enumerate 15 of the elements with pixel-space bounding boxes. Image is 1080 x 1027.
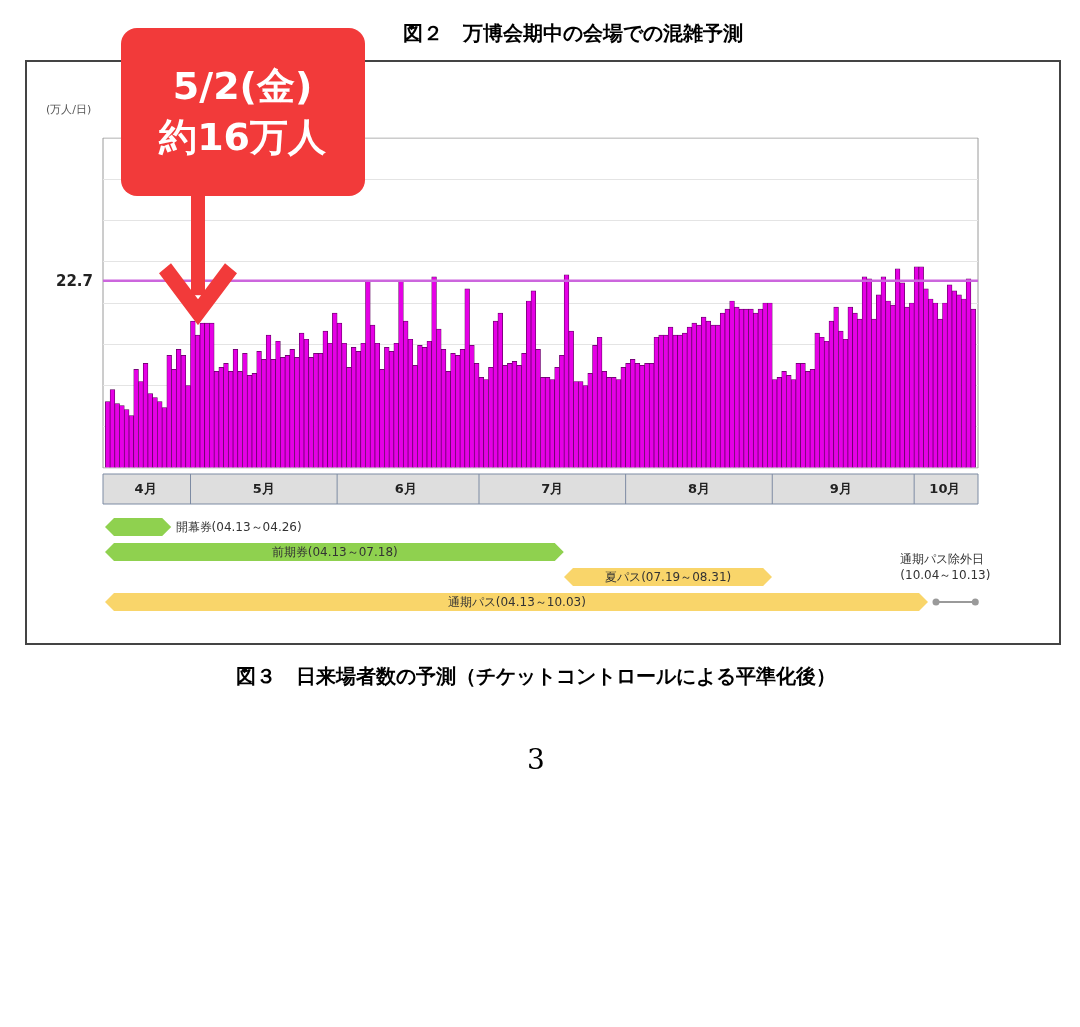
text: 3 [526,743,546,776]
text: 開幕券(04.13～04.26) [175,519,302,536]
text: 5/2(金) 約16万人 [157,62,328,161]
text: 22.7 [55,270,93,291]
x-tick-label: 10月 [929,481,961,497]
x-tick-label: 5月 [252,481,275,497]
text: 通期パス除外日(10.04～10.13) [900,551,992,583]
x-tick-label: 7月 [541,481,564,497]
caption: 図２ 万博会期中の会場での混雑予測 [402,20,744,47]
x-tick-label: 4月 [134,481,157,497]
x-tick-label: 8月 [687,481,710,497]
text: 図３ 日来場者数の予測（チケットコントロールによる平準化後） [235,663,837,690]
text: (万人/日) [46,102,92,117]
x-tick-label: 6月 [394,481,417,497]
x-tick-label: 9月 [829,481,852,497]
